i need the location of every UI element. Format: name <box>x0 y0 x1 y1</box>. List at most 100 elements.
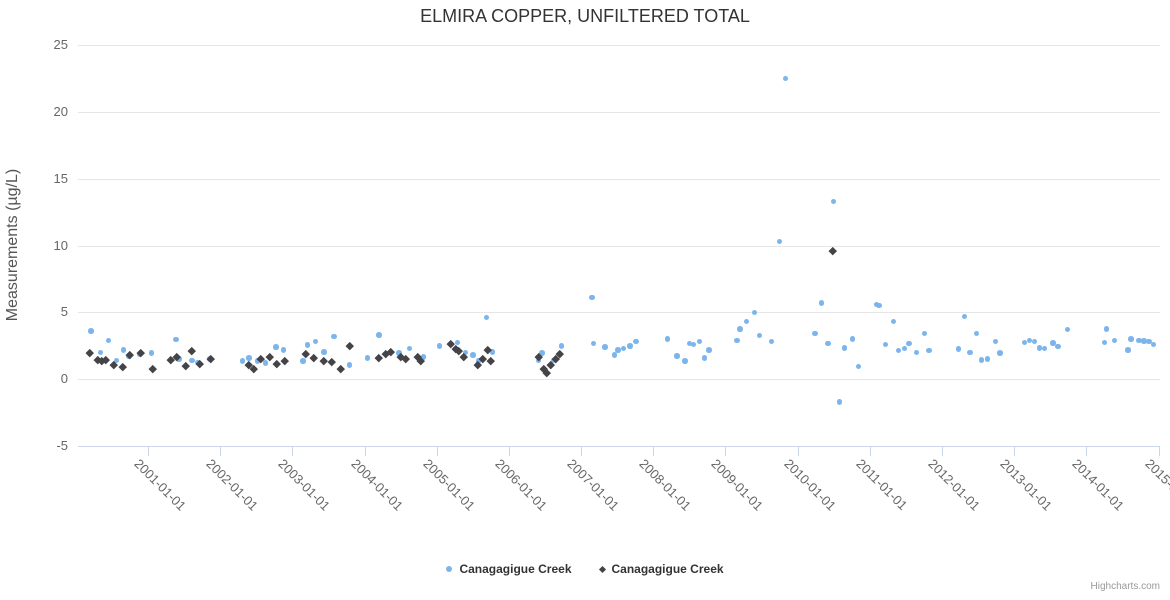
data-point-circle[interactable] <box>406 345 413 352</box>
data-point-circle[interactable] <box>1026 337 1033 344</box>
data-point-circle[interactable] <box>855 363 862 370</box>
data-point-circle[interactable] <box>901 345 908 352</box>
data-point-diamond[interactable] <box>118 362 127 371</box>
data-point-diamond[interactable] <box>148 364 157 373</box>
data-point-circle[interactable] <box>973 330 980 337</box>
data-point-circle[interactable] <box>696 338 703 345</box>
data-point-circle[interactable] <box>280 347 287 353</box>
data-point-circle[interactable] <box>1031 338 1038 345</box>
data-point-circle[interactable] <box>737 326 743 332</box>
data-point-circle[interactable] <box>876 302 882 309</box>
data-point-circle[interactable] <box>364 355 371 361</box>
data-point-circle[interactable] <box>701 355 708 361</box>
data-point-circle[interactable] <box>768 338 775 345</box>
data-point-circle[interactable] <box>113 357 119 364</box>
data-point-circle[interactable] <box>984 356 991 362</box>
data-point-circle[interactable] <box>611 352 618 358</box>
data-point-circle[interactable] <box>321 349 327 355</box>
data-point-circle[interactable] <box>967 349 973 356</box>
data-point-circle[interactable] <box>262 360 269 366</box>
data-point-circle[interactable] <box>841 345 848 351</box>
data-point-circle[interactable] <box>978 357 985 363</box>
data-point-circle[interactable] <box>849 336 856 342</box>
data-point-circle[interactable] <box>454 339 461 346</box>
credits-link[interactable]: Highcharts.com <box>1090 581 1160 592</box>
data-point-circle[interactable] <box>921 330 928 337</box>
data-point-circle[interactable] <box>906 340 912 347</box>
data-point-diamond[interactable] <box>85 348 94 357</box>
data-point-circle[interactable] <box>558 343 565 349</box>
legend-item[interactable]: Canagagigue Creek <box>598 562 724 576</box>
data-point-circle[interactable] <box>246 355 252 361</box>
data-point-circle[interactable] <box>176 356 182 362</box>
data-point-circle[interactable] <box>1103 326 1110 332</box>
data-point-circle[interactable] <box>743 318 750 325</box>
data-point-circle[interactable] <box>633 338 639 345</box>
data-point-diamond[interactable] <box>486 357 495 365</box>
data-point-circle[interactable] <box>818 300 825 306</box>
data-point-diamond[interactable] <box>320 356 329 365</box>
data-point-circle[interactable] <box>589 294 595 301</box>
data-point-circle[interactable] <box>1125 347 1131 353</box>
data-point-diamond[interactable] <box>328 357 336 366</box>
data-point-diamond[interactable] <box>374 353 383 362</box>
data-point-circle[interactable] <box>873 301 880 308</box>
data-point-circle[interactable] <box>751 309 758 316</box>
data-point-circle[interactable] <box>88 328 94 334</box>
data-point-diamond[interactable] <box>310 353 318 362</box>
data-point-circle[interactable] <box>462 349 469 356</box>
data-point-circle[interactable] <box>895 347 902 354</box>
data-point-circle[interactable] <box>776 238 783 245</box>
data-point-circle[interactable] <box>836 399 843 405</box>
data-point-diamond[interactable] <box>272 359 281 368</box>
data-point-circle[interactable] <box>812 330 818 337</box>
data-point-circle[interactable] <box>955 346 962 352</box>
data-point-diamond[interactable] <box>181 361 190 370</box>
data-point-circle[interactable] <box>489 349 496 355</box>
data-point-circle[interactable] <box>1141 338 1147 344</box>
data-point-circle[interactable] <box>436 343 443 349</box>
data-point-diamond[interactable] <box>280 356 289 365</box>
data-point-circle[interactable] <box>97 349 104 356</box>
data-point-circle[interactable] <box>254 358 261 364</box>
data-point-circle[interactable] <box>734 337 740 344</box>
data-point-circle[interactable] <box>756 332 763 339</box>
data-point-circle[interactable] <box>1111 337 1118 344</box>
data-point-diamond[interactable] <box>188 347 196 355</box>
data-point-circle[interactable] <box>682 358 688 364</box>
data-point-diamond[interactable] <box>542 369 551 378</box>
data-point-circle[interactable] <box>376 332 382 338</box>
data-point-diamond[interactable] <box>336 365 345 374</box>
data-point-diamond[interactable] <box>401 354 410 363</box>
data-point-circle[interactable] <box>1136 337 1142 344</box>
data-point-circle[interactable] <box>1150 341 1157 348</box>
data-point-circle[interactable] <box>331 333 337 340</box>
data-point-circle[interactable] <box>239 358 246 364</box>
data-point-diamond[interactable] <box>345 341 354 350</box>
data-point-circle[interactable] <box>1101 339 1108 346</box>
data-point-circle[interactable] <box>483 314 490 321</box>
data-point-circle[interactable] <box>997 350 1003 356</box>
data-point-circle[interactable] <box>590 340 597 347</box>
data-point-circle[interactable] <box>913 349 920 356</box>
data-point-circle[interactable] <box>690 341 697 348</box>
data-point-circle[interactable] <box>539 350 545 356</box>
data-point-circle[interactable] <box>627 343 633 349</box>
data-point-circle[interactable] <box>300 358 306 364</box>
data-point-diamond[interactable] <box>266 352 274 361</box>
data-point-circle[interactable] <box>312 338 319 345</box>
data-point-circle[interactable] <box>1036 345 1043 351</box>
data-point-circle[interactable] <box>664 336 671 342</box>
data-point-circle[interactable] <box>890 318 897 325</box>
data-point-circle[interactable] <box>120 347 127 353</box>
data-point-circle[interactable] <box>992 338 999 345</box>
data-point-circle[interactable] <box>304 342 311 348</box>
data-point-circle[interactable] <box>686 340 693 347</box>
data-point-circle[interactable] <box>1146 338 1152 345</box>
data-point-circle[interactable] <box>470 352 476 358</box>
data-point-circle[interactable] <box>475 358 482 364</box>
data-point-circle[interactable] <box>1128 336 1134 342</box>
data-point-circle[interactable] <box>420 354 427 360</box>
data-point-circle[interactable] <box>1064 326 1071 333</box>
data-point-circle[interactable] <box>1050 340 1056 346</box>
